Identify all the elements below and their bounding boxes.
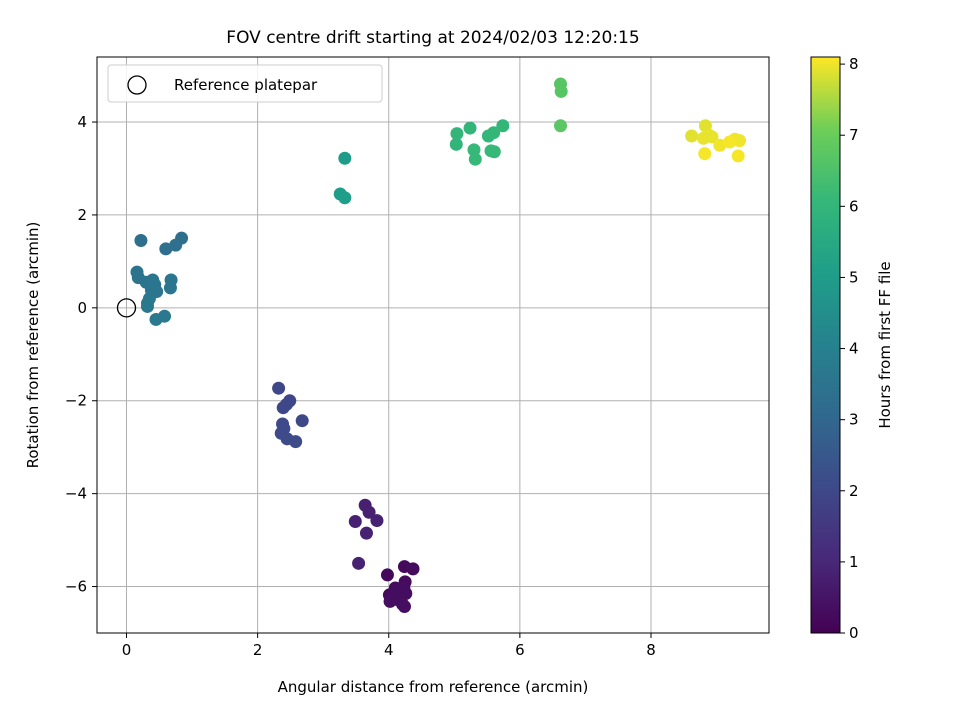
data-point: [272, 381, 286, 395]
legend-box: [107, 64, 383, 103]
data-point: [149, 312, 163, 326]
y-tick-label: 0: [77, 299, 87, 317]
legend-entry: Reference platepar: [174, 76, 318, 94]
colorbar-tick-label: 3: [849, 411, 859, 429]
x-tick-label: 8: [646, 641, 656, 659]
y-tick-label: −4: [65, 485, 87, 503]
data-point: [468, 152, 482, 166]
data-point: [362, 505, 376, 519]
x-tick-label: 6: [515, 641, 525, 659]
data-point: [295, 414, 309, 428]
data-point: [732, 134, 746, 148]
data-point: [387, 585, 401, 599]
data-point: [380, 568, 394, 582]
data-point: [713, 138, 727, 152]
x-tick-label: 0: [122, 641, 132, 659]
colorbar-tick-label: 5: [849, 268, 859, 286]
colorbar-ticks: 0 1 2 3 4 5 6 7 8: [840, 55, 859, 642]
colorbar-tick-label: 6: [849, 197, 859, 215]
colorbar-label: Hours from first FF file: [876, 261, 894, 428]
y-tick-label: −6: [65, 578, 87, 596]
colorbar: 0 1 2 3 4 5 6 7 8 Hours from first FF file: [810, 55, 894, 642]
colorbar-tick-label: 2: [849, 482, 859, 500]
data-point: [163, 281, 177, 295]
data-point: [134, 233, 148, 247]
colorbar-tick-label: 8: [849, 55, 859, 73]
data-point: [338, 191, 352, 205]
data-point: [554, 84, 568, 98]
data-point: [705, 130, 719, 144]
x-axis: 0 2 4 6 8: [122, 633, 656, 659]
data-point: [406, 562, 420, 576]
x-axis-label: Angular distance from reference (arcmin): [278, 678, 589, 696]
y-axis: −6 −4 −2 0 2 4: [65, 113, 97, 596]
colorbar-gradient: [810, 56, 841, 634]
data-point: [450, 127, 464, 141]
data-point: [370, 514, 384, 528]
chart-title: FOV centre drift starting at 2024/02/03 …: [226, 28, 639, 48]
data-point: [723, 135, 737, 149]
x-tick-label: 4: [384, 641, 394, 659]
data-point: [169, 238, 183, 252]
y-tick-label: 4: [77, 113, 87, 131]
reference-marker: [116, 298, 137, 318]
data-point: [338, 151, 352, 165]
data-point: [487, 145, 501, 159]
y-tick-label: −2: [65, 392, 87, 410]
grid: [97, 57, 769, 633]
plot-frame: [96, 56, 770, 634]
x-tick-label: 2: [253, 641, 263, 659]
data-point: [496, 119, 510, 133]
data-point: [554, 119, 568, 133]
data-point: [463, 121, 477, 135]
data-point: [352, 556, 366, 570]
data-point: [481, 129, 495, 143]
data-point: [159, 242, 173, 256]
colorbar-tick-label: 0: [849, 624, 859, 642]
legend: Reference platepar: [107, 64, 383, 103]
y-axis-label: Rotation from reference (arcmin): [24, 222, 42, 469]
data-point: [140, 299, 154, 313]
data-point: [289, 435, 303, 449]
colorbar-tick-label: 1: [849, 553, 859, 571]
data-point: [449, 137, 463, 151]
data-point: [685, 129, 699, 143]
data-point: [731, 149, 745, 163]
data-point: [698, 147, 712, 161]
data-point: [348, 515, 362, 529]
data-point: [397, 600, 411, 614]
colorbar-tick-label: 7: [849, 126, 859, 144]
data-point: [276, 401, 290, 415]
y-tick-label: 2: [77, 206, 87, 224]
colorbar-tick-label: 4: [849, 340, 859, 358]
data-point: [359, 526, 373, 540]
legend-marker: [127, 75, 147, 95]
data-points: [130, 77, 746, 614]
